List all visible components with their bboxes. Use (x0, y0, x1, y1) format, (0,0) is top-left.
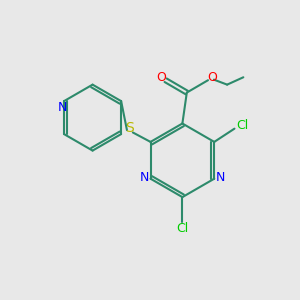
Text: N: N (215, 171, 225, 184)
Text: N: N (140, 171, 149, 184)
Text: N: N (58, 101, 67, 114)
Text: O: O (156, 71, 166, 84)
Text: S: S (125, 121, 134, 135)
Text: Cl: Cl (176, 221, 188, 235)
Text: Cl: Cl (236, 119, 248, 132)
Text: O: O (208, 71, 218, 84)
